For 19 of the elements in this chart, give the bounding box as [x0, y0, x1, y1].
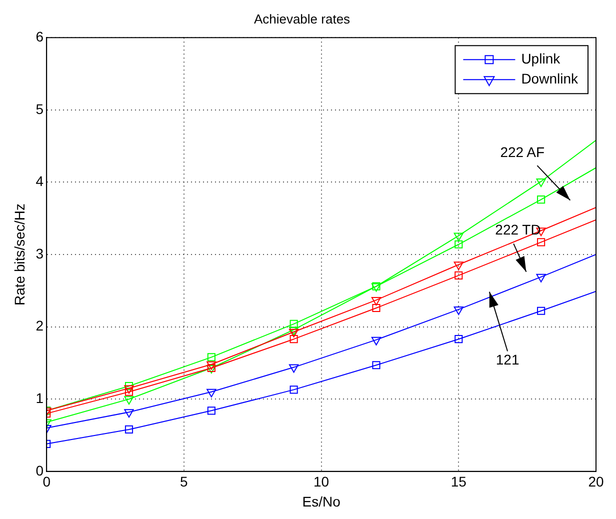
annotation: 222 AF: [500, 144, 545, 160]
x-tick-label: 5: [180, 474, 188, 490]
annotation: 121: [496, 352, 520, 368]
y-tick-label: 3: [36, 245, 44, 262]
x-tick-label: 10: [314, 474, 330, 490]
y-axis-title: Rate bits/sec/Hz: [11, 204, 28, 306]
y-tick-label: 5: [36, 100, 44, 117]
y-tick-label: 2: [36, 318, 44, 334]
x-tick-label: 20: [588, 474, 604, 490]
legend-label: Downlink: [521, 70, 579, 86]
y-tick-label: 1: [36, 390, 44, 406]
y-tick-label: 0: [36, 462, 44, 478]
x-axis-title: Es/No: [302, 493, 341, 510]
y-tick-label: 6: [36, 28, 44, 44]
legend-label: Uplink: [521, 50, 562, 66]
x-tick-label: 15: [450, 474, 467, 490]
y-tick-label: 4: [36, 173, 44, 190]
chart-title: Achievable rates: [254, 11, 351, 26]
annotation: 222 TD: [495, 222, 541, 238]
